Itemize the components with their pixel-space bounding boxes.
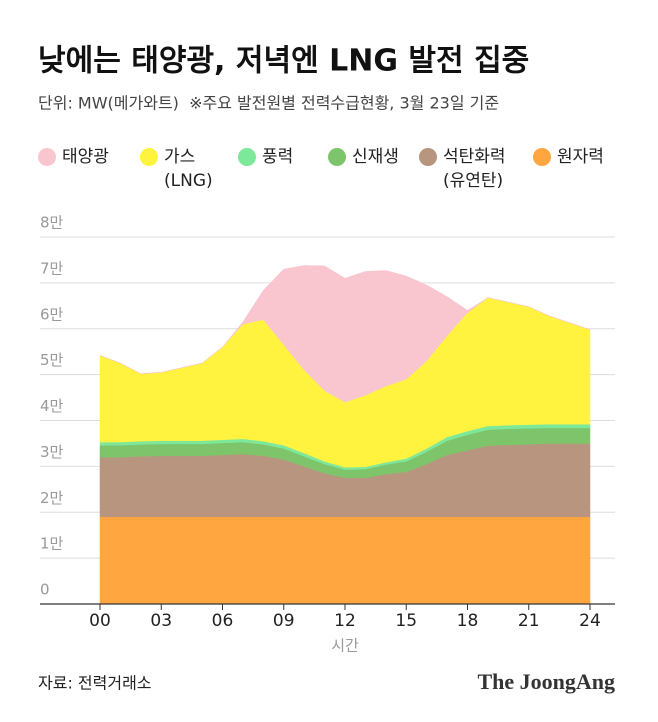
x-tick-label: 15 [395,611,417,631]
y-tick-label: 4만 [40,397,64,415]
legend-item: 태양광 [38,145,142,169]
legend-label: 원자력 [557,147,604,167]
x-tick-label: 12 [334,611,356,631]
x-tick-label: 06 [212,611,234,631]
y-tick-label: 0 [40,581,50,599]
y-tick-label: 6만 [40,305,64,323]
y-tick-label: 2만 [40,489,64,507]
chart-subtitle: 단위: MW(메가와트) ※주요 발전원별 전력수급현황, 3월 23일 기준 [38,94,499,113]
legend-item: 원자력 [533,145,637,169]
legend-label: 가스 (LNG) [164,147,213,191]
x-tick-label: 24 [579,611,601,631]
x-tick-label: 09 [273,611,295,631]
legend-label: 태양광 [62,147,109,167]
source: 자료: 전력거래소 [38,674,152,693]
y-tick-label: 5만 [40,351,64,369]
legend-swatch [419,148,437,166]
legend-item: 가스 (LNG) [140,145,244,193]
legend-swatch [533,148,551,166]
x-tick-label: 18 [457,611,479,631]
legend-swatch [328,148,346,166]
y-tick-label: 1만 [40,535,64,553]
legend-item: 신재생 [328,145,432,169]
legend-swatch [38,148,56,166]
legend-item: 풍력 [238,145,342,169]
legend-item: 석탄화력 (유연탄) [419,145,523,193]
area [99,516,591,605]
legend-label: 신재생 [352,147,399,167]
logo: The JoongAng [477,669,615,694]
x-axis-label: 시간 [331,637,359,655]
x-tick-label: 21 [518,611,540,631]
legend-swatch [140,148,158,166]
y-tick-label: 3만 [40,443,64,461]
legend-swatch [238,148,256,166]
x-tick-label: 00 [89,611,111,631]
y-tick-label: 8만 [40,214,64,232]
x-tick-label: 03 [150,611,172,631]
legend-label: 석탄화력 (유연탄) [443,147,506,191]
chart-title: 낮에는 태양광, 저녁엔 LNG 발전 집중 [38,44,529,79]
legend-label: 풍력 [262,147,294,167]
y-tick-label: 7만 [40,259,64,277]
legend: 태양광 가스 (LNG) 풍력 신재생 석탄화력 (유연탄) 원자력 [38,145,638,205]
